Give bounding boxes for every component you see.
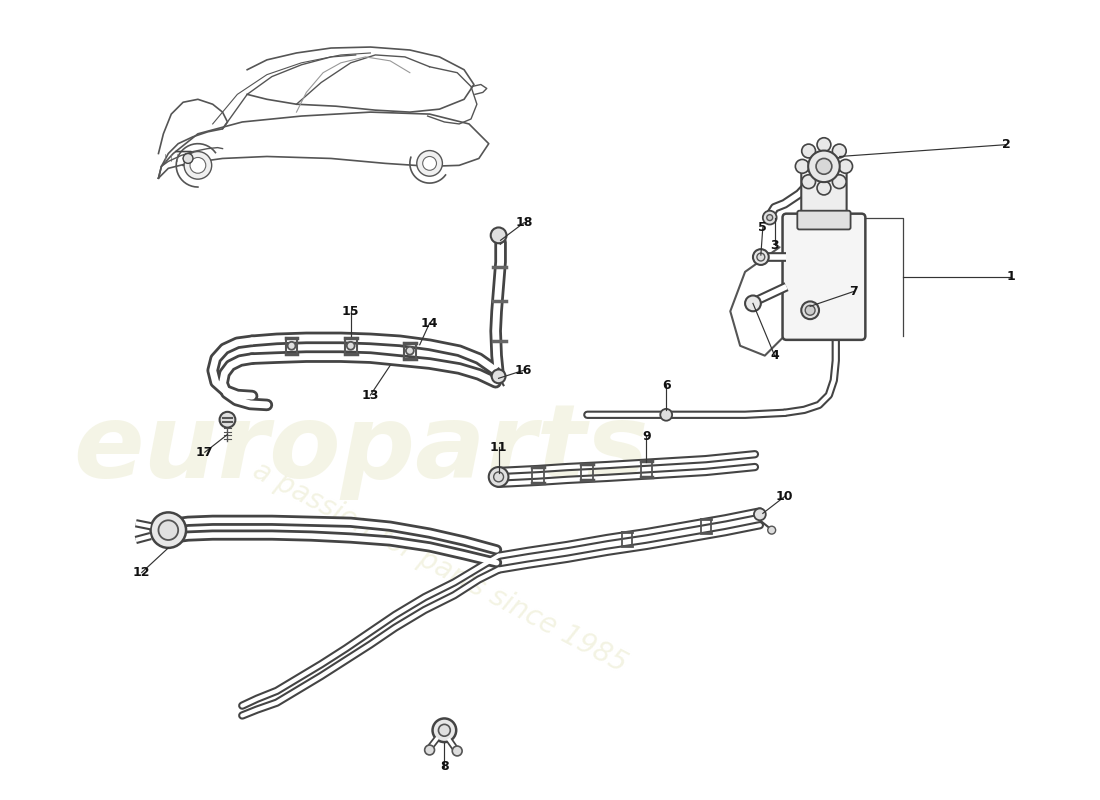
Circle shape <box>754 249 769 265</box>
FancyBboxPatch shape <box>782 214 866 340</box>
Text: 4: 4 <box>770 349 779 362</box>
Circle shape <box>833 144 846 158</box>
Circle shape <box>492 370 506 383</box>
Circle shape <box>432 718 456 742</box>
Circle shape <box>754 509 766 520</box>
Circle shape <box>817 138 830 151</box>
Circle shape <box>757 253 764 261</box>
Text: europarts: europarts <box>73 398 648 500</box>
Text: 7: 7 <box>849 285 858 298</box>
Circle shape <box>817 181 830 195</box>
Text: a passion for parts since 1985: a passion for parts since 1985 <box>248 457 631 678</box>
Circle shape <box>184 151 211 179</box>
Text: 3: 3 <box>770 238 779 252</box>
Circle shape <box>762 210 777 225</box>
Circle shape <box>795 159 810 174</box>
Circle shape <box>425 745 435 755</box>
Circle shape <box>808 150 839 182</box>
Text: 5: 5 <box>758 221 767 234</box>
Circle shape <box>190 158 206 174</box>
Circle shape <box>816 158 832 174</box>
Circle shape <box>287 342 296 350</box>
Text: 13: 13 <box>362 389 380 402</box>
Circle shape <box>220 412 235 428</box>
Circle shape <box>491 227 506 243</box>
Text: 17: 17 <box>196 446 213 458</box>
Text: 6: 6 <box>662 378 671 392</box>
Text: 11: 11 <box>490 441 507 454</box>
FancyBboxPatch shape <box>801 170 847 226</box>
Circle shape <box>151 512 186 548</box>
Text: 15: 15 <box>342 305 360 318</box>
Text: 14: 14 <box>421 317 438 330</box>
Circle shape <box>183 154 192 163</box>
Circle shape <box>452 746 462 756</box>
Circle shape <box>417 150 442 176</box>
Text: 8: 8 <box>440 760 449 774</box>
Circle shape <box>833 174 846 189</box>
Text: 18: 18 <box>516 216 532 229</box>
Circle shape <box>745 295 761 311</box>
Circle shape <box>768 526 776 534</box>
Circle shape <box>158 520 178 540</box>
Text: 12: 12 <box>133 566 151 579</box>
Circle shape <box>346 342 354 350</box>
Circle shape <box>838 159 853 174</box>
Circle shape <box>439 724 450 736</box>
Circle shape <box>802 144 815 158</box>
Circle shape <box>422 157 437 170</box>
Circle shape <box>805 306 815 315</box>
Circle shape <box>488 467 508 486</box>
Text: 2: 2 <box>1002 138 1011 151</box>
FancyBboxPatch shape <box>798 210 850 230</box>
Circle shape <box>406 346 414 354</box>
Circle shape <box>494 472 504 482</box>
Text: 10: 10 <box>776 490 793 503</box>
Circle shape <box>660 409 672 421</box>
Text: 16: 16 <box>515 364 532 377</box>
Circle shape <box>802 174 815 189</box>
Text: 9: 9 <box>642 430 651 443</box>
Circle shape <box>767 214 772 221</box>
Circle shape <box>801 302 820 319</box>
Text: 1: 1 <box>1006 270 1015 283</box>
